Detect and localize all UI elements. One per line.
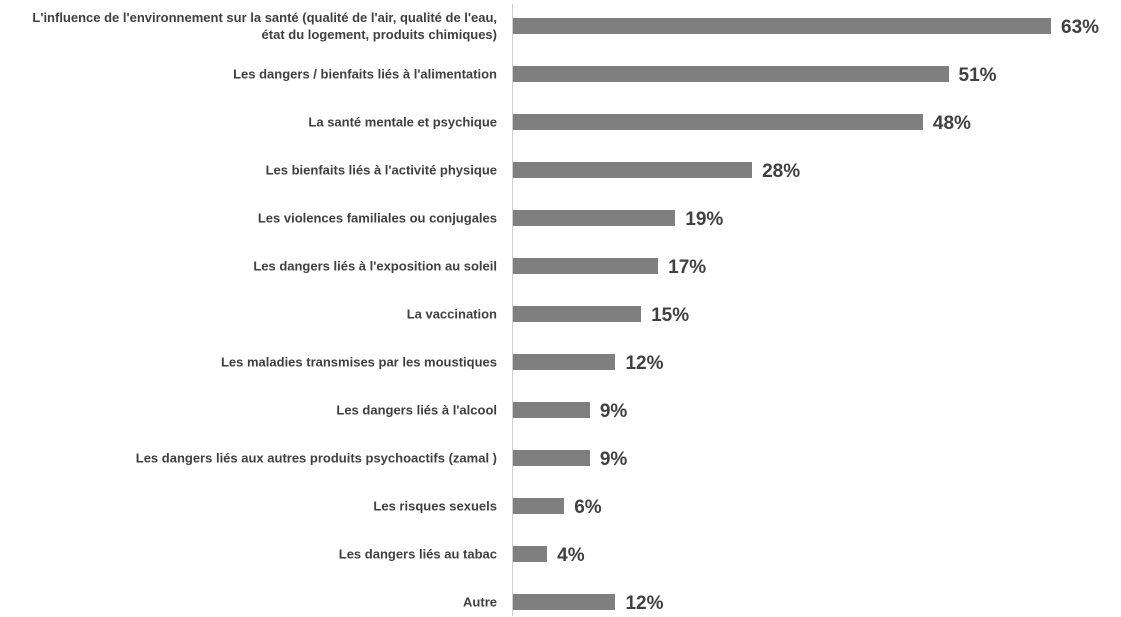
value-label: 48% bbox=[932, 113, 971, 134]
bar bbox=[513, 450, 590, 466]
category-label: Les dangers liés à l'exposition au solei… bbox=[253, 258, 497, 274]
category-label: Les dangers / bienfaits liés à l'aliment… bbox=[233, 66, 497, 82]
value-label: 6% bbox=[574, 497, 602, 518]
bar bbox=[513, 498, 565, 514]
axis-line bbox=[512, 4, 513, 616]
bar bbox=[513, 402, 590, 418]
value-label: 15% bbox=[651, 305, 690, 326]
value-label: 4% bbox=[557, 545, 585, 566]
category-label: Autre bbox=[463, 594, 497, 610]
category-label: Les dangers liés à l'alcool bbox=[336, 402, 497, 418]
category-label: Les dangers liés au tabac bbox=[338, 546, 497, 562]
bar bbox=[513, 546, 548, 562]
value-label: 9% bbox=[599, 401, 628, 422]
category-label: L'influence de l'environnement sur la sa… bbox=[32, 10, 497, 42]
category-label: Les risques sexuels bbox=[373, 498, 497, 514]
value-label: 28% bbox=[762, 161, 801, 182]
value-label: 12% bbox=[625, 593, 664, 614]
bar bbox=[513, 258, 659, 274]
category-label: Les dangers liés aux autres produits psy… bbox=[135, 450, 497, 466]
value-label: 9% bbox=[599, 449, 628, 470]
bar bbox=[513, 306, 642, 322]
bar bbox=[513, 210, 676, 226]
category-label: Les violences familiales ou conjugales bbox=[257, 210, 497, 226]
value-label: 63% bbox=[1061, 17, 1100, 38]
category-label: Les maladies transmises par les moustiqu… bbox=[220, 354, 497, 370]
category-label: La santé mentale et psychique bbox=[308, 114, 497, 130]
bar bbox=[513, 66, 949, 82]
category-label: Les bienfaits liés à l'activité physique bbox=[265, 162, 497, 178]
bar bbox=[513, 354, 616, 370]
value-label: 17% bbox=[668, 257, 707, 278]
bar bbox=[513, 594, 616, 610]
category-label: La vaccination bbox=[406, 306, 497, 322]
bar bbox=[513, 18, 1051, 34]
bar bbox=[513, 114, 923, 130]
value-label: 51% bbox=[958, 65, 997, 86]
bar bbox=[513, 162, 753, 178]
value-label: 19% bbox=[685, 209, 724, 230]
value-label: 12% bbox=[625, 353, 664, 374]
